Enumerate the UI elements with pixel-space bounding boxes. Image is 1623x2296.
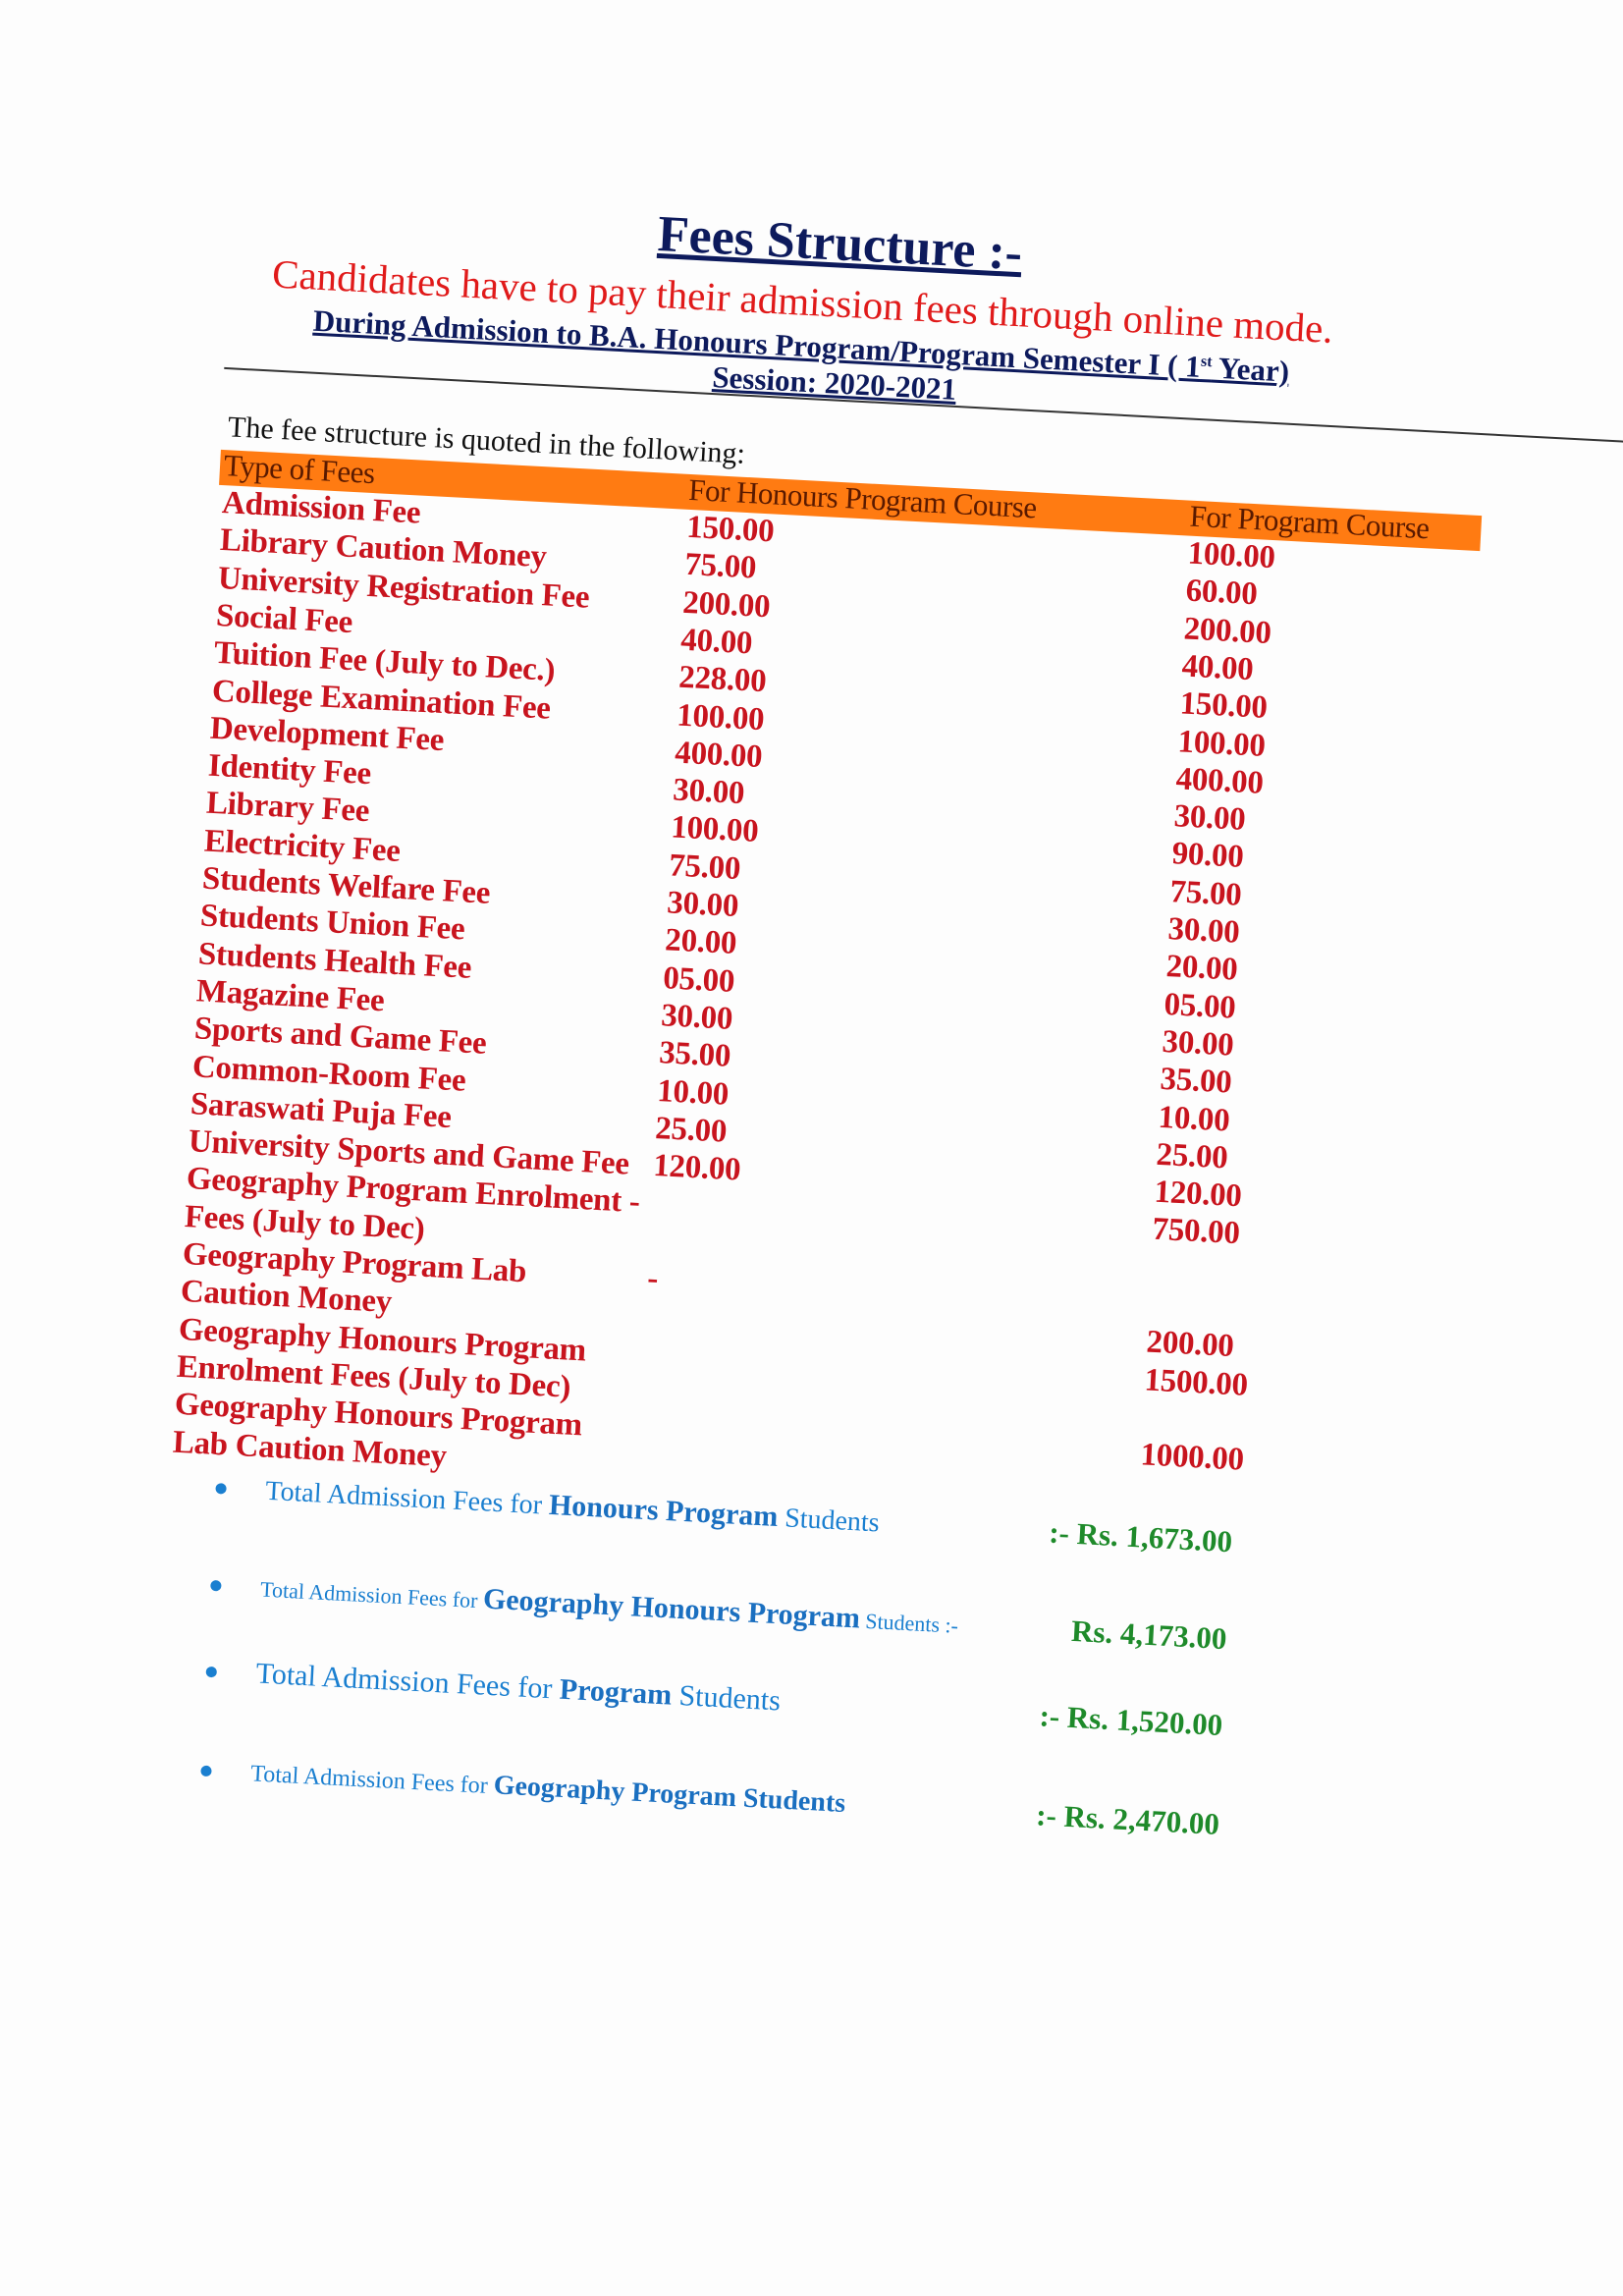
program-fee: 90.00 xyxy=(1170,836,1245,876)
program-fee: 35.00 xyxy=(1159,1062,1233,1101)
total-pre: Total Admission Fees for xyxy=(259,1576,484,1613)
honours-fee: 400.00 xyxy=(674,735,764,775)
total-description: Total Admission Fees for Program Student… xyxy=(255,1657,782,1718)
program-fee: 750.00 xyxy=(1151,1212,1241,1252)
total-pre: Total Admission Fees for xyxy=(264,1475,550,1521)
total-amount: :- Rs. 1,673.00 xyxy=(1048,1514,1233,1559)
program-fee: 10.00 xyxy=(1157,1099,1231,1139)
program-fee: 120.00 xyxy=(1153,1174,1243,1215)
program-fee: 400.00 xyxy=(1174,761,1265,801)
bullet-icon xyxy=(200,1765,212,1777)
bullet-icon xyxy=(205,1666,218,1678)
program-fee: 75.00 xyxy=(1168,873,1243,913)
bullet-icon xyxy=(210,1579,222,1592)
total-amount: :- Rs. 1,520.00 xyxy=(1038,1698,1224,1743)
total-post: Students :- xyxy=(859,1608,959,1638)
program-fee: 40.00 xyxy=(1180,648,1255,688)
fee-label: Social Fee xyxy=(215,597,353,640)
total-description: Total Admission Fees for Honours Program… xyxy=(265,1474,881,1540)
honours-fee: 75.00 xyxy=(683,547,758,586)
subtitle-sup: st xyxy=(1200,353,1213,371)
honours-fee: 35.00 xyxy=(658,1035,732,1075)
total-post: Students xyxy=(671,1678,782,1718)
total-emphasis: Geography Honours Program xyxy=(482,1582,861,1635)
honours-fee: 25.00 xyxy=(654,1110,728,1150)
total-description: Total Admission Fees for Geography Honou… xyxy=(259,1571,959,1641)
honours-fee: 30.00 xyxy=(672,772,746,812)
honours-fee: 10.00 xyxy=(656,1072,730,1113)
program-fee: 25.00 xyxy=(1155,1136,1229,1176)
honours-fee: 30.00 xyxy=(666,885,740,925)
honours-fee: 100.00 xyxy=(670,809,760,850)
program-fee: 1000.00 xyxy=(1139,1437,1245,1478)
program-fee: 150.00 xyxy=(1178,685,1269,727)
total-description: Total Admission Fees for Geography Progr… xyxy=(250,1758,846,1821)
program-fee: 1500.00 xyxy=(1143,1362,1249,1403)
program-fee: 200.00 xyxy=(1182,611,1272,651)
honours-fee: 75.00 xyxy=(668,847,742,887)
page-title: Fees Structure :- xyxy=(656,205,1024,282)
program-fee: 30.00 xyxy=(1172,798,1247,839)
program-fee: 60.00 xyxy=(1184,573,1259,613)
total-emphasis: Geography Program Students xyxy=(492,1770,846,1820)
program-fee: 05.00 xyxy=(1163,986,1237,1026)
honours-fee: 30.00 xyxy=(660,998,734,1037)
total-pre: Total Admission Fees for xyxy=(249,1761,495,1800)
honours-fee: 150.00 xyxy=(685,509,776,550)
honours-fee: 20.00 xyxy=(664,922,738,962)
honours-fee: 228.00 xyxy=(677,659,768,700)
total-pre: Total Admission Fees for xyxy=(254,1657,561,1706)
program-fee: 100.00 xyxy=(1186,535,1276,576)
program-fee: 20.00 xyxy=(1164,949,1239,989)
total-amount: :- Rs. 2,470.00 xyxy=(1035,1797,1220,1841)
subtitle-text-end: Year) xyxy=(1211,350,1290,389)
honours-fee: - xyxy=(646,1260,659,1297)
program-fee: 100.00 xyxy=(1176,723,1267,764)
bullet-icon xyxy=(215,1483,227,1495)
program-fee: 200.00 xyxy=(1145,1324,1235,1365)
honours-fee: 100.00 xyxy=(676,697,766,738)
program-fee: 30.00 xyxy=(1166,911,1241,951)
total-post: Students xyxy=(777,1503,881,1539)
honours-fee: 05.00 xyxy=(662,959,736,1000)
honours-fee: 120.00 xyxy=(652,1148,742,1188)
total-emphasis: Honours Program xyxy=(548,1488,780,1534)
honours-fee: 40.00 xyxy=(679,622,754,662)
total-amount: Rs. 4,173.00 xyxy=(1070,1613,1228,1657)
total-emphasis: Program xyxy=(559,1672,674,1712)
program-fee: 30.00 xyxy=(1161,1023,1235,1064)
honours-fee: 200.00 xyxy=(681,584,772,625)
